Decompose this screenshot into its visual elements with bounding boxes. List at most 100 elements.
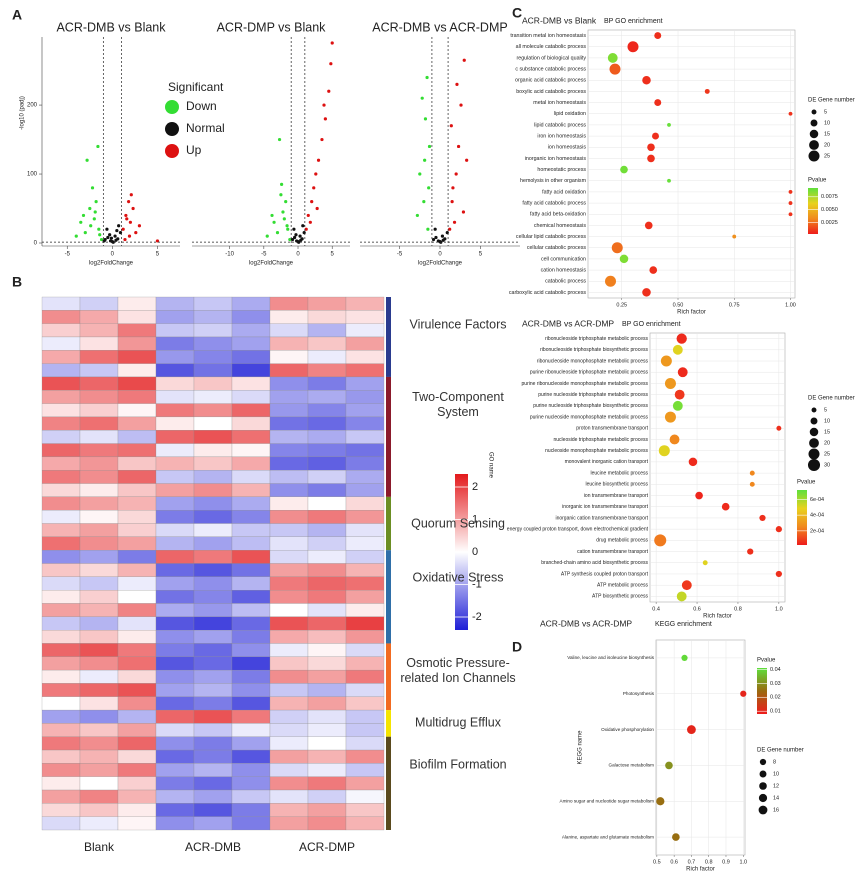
point (126, 200, 131, 204)
colorbar (808, 188, 818, 234)
size-legend-label: 15 (824, 131, 830, 137)
heat-cell (231, 723, 271, 737)
heat-cell (79, 803, 119, 817)
category-label: chemical homeostasis (534, 223, 586, 229)
heat-cell (345, 563, 385, 577)
heat-cell (193, 803, 233, 817)
heat-cell (307, 683, 347, 697)
point (108, 233, 112, 237)
point (85, 158, 89, 162)
heat-cell (193, 683, 233, 697)
heat-cell (155, 576, 195, 591)
heat-cell (193, 696, 233, 711)
heat-cell (79, 416, 119, 431)
heat-cell (193, 470, 233, 484)
heat-cell (307, 416, 347, 431)
y-axis-label: -log10 (padj) (20, 96, 26, 130)
heat-cell (307, 483, 347, 497)
heat-cell (41, 630, 81, 644)
point (676, 591, 687, 602)
heat-cell (231, 523, 271, 537)
size-legend-dot (759, 770, 767, 778)
legend-label: Down (186, 99, 217, 113)
panel-label: D (512, 639, 522, 655)
heat-cell (307, 816, 347, 831)
heat-cell (193, 510, 233, 524)
point (627, 41, 639, 53)
heat-cell (231, 350, 271, 364)
colorbar-tick-label: 0.02 (770, 695, 781, 701)
heat-cell (345, 296, 385, 311)
point (304, 227, 308, 231)
heat-cell (307, 576, 347, 591)
heat-cell (117, 749, 157, 764)
point (695, 491, 703, 500)
point (664, 411, 676, 423)
x-tick-label: 0.6 (693, 606, 701, 612)
heat-cell (345, 709, 385, 724)
heat-cell (345, 736, 385, 751)
heat-cell (41, 776, 81, 791)
point (113, 234, 117, 238)
size-legend-dot (808, 448, 820, 460)
heat-cell (117, 643, 157, 657)
heat-cell (79, 510, 119, 524)
heat-cell (231, 403, 271, 418)
x-tick-label: 0.8 (705, 859, 713, 865)
heat-cell (269, 616, 309, 631)
heat-cell (269, 630, 309, 644)
point (302, 231, 306, 235)
heat-cell (269, 803, 309, 817)
heat-cell (117, 310, 157, 324)
heat-cell (41, 470, 81, 484)
panel-label: C (512, 5, 522, 21)
heat-cell (155, 816, 195, 831)
category-label: ion transmembrane transport (584, 493, 649, 499)
heat-cell (155, 776, 195, 791)
point (649, 266, 658, 274)
point (125, 217, 129, 221)
heat-cell (231, 296, 271, 311)
heat-cell (269, 696, 309, 711)
heat-cell (193, 550, 233, 564)
point (129, 193, 133, 197)
heat-cell (41, 376, 81, 391)
heat-cell (345, 696, 385, 711)
heat-cell (269, 683, 309, 697)
category-label: monovalent inorganic cation transport (565, 459, 649, 465)
x-tick-label: 0 (296, 252, 300, 258)
heat-cell (269, 763, 309, 777)
heat-cell (79, 443, 119, 458)
heat-cell (41, 643, 81, 657)
point (619, 254, 629, 264)
heat-cell (41, 709, 81, 724)
heat-cell (231, 736, 271, 751)
heat-cell (307, 390, 347, 404)
heat-cell (269, 496, 309, 511)
chart-title: ACR-DMB vs ACR-DMP (372, 20, 507, 34)
x-tick-label: 0.75 (729, 302, 740, 308)
point (462, 58, 466, 62)
heat-cell (117, 696, 157, 711)
heat-cell (307, 656, 347, 671)
heat-cell (345, 669, 385, 684)
category-label: nucleoside monophosphate metabolic proce… (545, 448, 648, 454)
heat-cell (41, 789, 81, 804)
heat-cell (307, 696, 347, 711)
size-legend-dot (808, 150, 820, 162)
point (308, 220, 312, 224)
category-label: transition metal ion homeostasis (510, 33, 586, 39)
heat-cell (345, 456, 385, 471)
heat-cell (117, 443, 157, 458)
point (441, 238, 445, 242)
heat-cell (155, 443, 195, 458)
point (456, 144, 461, 149)
point (155, 239, 160, 243)
heat-cell (231, 430, 271, 444)
heat-cell (41, 350, 81, 364)
heat-cell (41, 563, 81, 577)
x-tick-label: 5 (331, 252, 335, 258)
panel-label: B (12, 274, 22, 290)
heat-cell (345, 749, 385, 764)
point (284, 200, 288, 204)
